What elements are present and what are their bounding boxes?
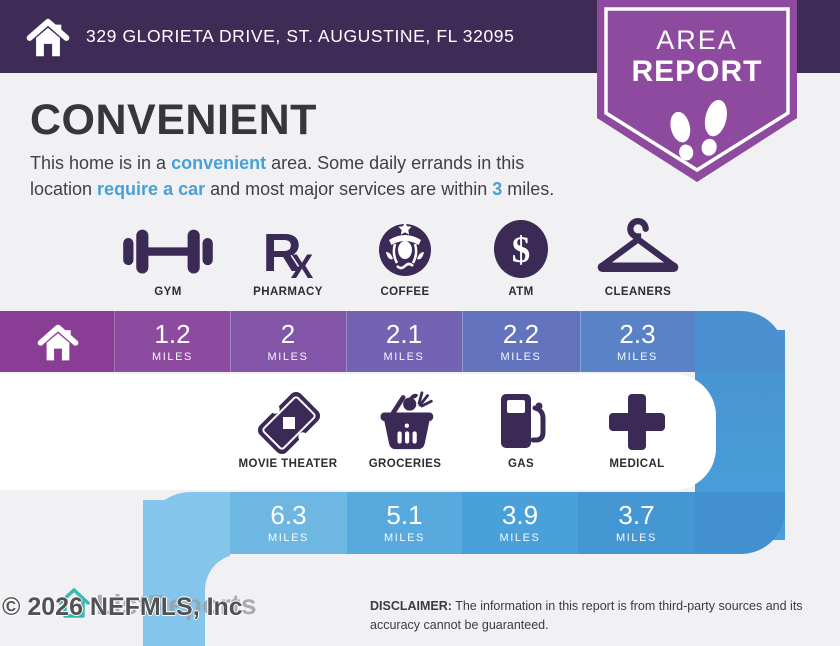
distance-segment-pharmacy: 2 MILES: [230, 311, 346, 372]
footprints-icon: [670, 99, 727, 161]
disclaimer: DISCLAIMER: The information in this repo…: [370, 597, 820, 635]
grocery-basket-icon: [380, 391, 434, 450]
amenity-cleaners: CLEANERS: [573, 214, 703, 298]
hanger-icon: [597, 218, 679, 273]
amenity-label: GYM: [154, 286, 182, 298]
amenity-label: COFFEE: [380, 286, 430, 298]
amenity-gas: GAS: [456, 390, 586, 470]
copyright-text: © 2026 NEFMLS, Inc: [2, 593, 243, 621]
disclaimer-label: DISCLAIMER:: [370, 599, 452, 613]
watermark: ListReports © 2026 NEFMLS, Inc: [2, 583, 342, 635]
amenity-gym: GYM: [103, 214, 233, 298]
amenity-atm: $ ATM: [456, 214, 586, 298]
medical-cross-icon: [606, 392, 668, 452]
home-icon: [37, 324, 78, 360]
distance-bar-2: 6.3 MILES 5.1 MILES 3.9 MILES 3.7 MILES: [143, 492, 785, 554]
disclaimer-text: The information in this report is from t…: [370, 599, 803, 632]
coffee-siren-icon: [379, 222, 431, 276]
amenity-label: GAS: [507, 458, 535, 470]
badge-line2: REPORT: [631, 55, 762, 88]
listreports-logo-icon: [58, 588, 90, 618]
badge-line1: AREA: [656, 25, 738, 55]
amenity-label: MOVIE THEATER: [238, 458, 338, 470]
amenity-label: ATM: [508, 286, 534, 298]
description: This home is in a convenient area. Some …: [30, 150, 554, 202]
home-icon: [26, 18, 70, 56]
amenity-groceries: GROCERIES: [340, 390, 470, 470]
amenity-coffee: COFFEE: [340, 214, 470, 298]
description-line2: location require a car and most major se…: [30, 179, 555, 199]
gas-pump-icon: [501, 394, 546, 448]
distance-segment-gas: 3.9 MILES: [462, 492, 578, 554]
listreports-brand-text: ListReports: [96, 589, 258, 620]
distance-segment-medical: 3.7 MILES: [578, 492, 695, 554]
description-line1: This home is in a convenient area. Some …: [30, 153, 525, 173]
property-address: 329 GLORIETA DRIVE, ST. AUGUSTINE, FL 32…: [86, 26, 515, 46]
amenity-medical: MEDICAL: [572, 390, 702, 470]
amenity-label: PHARMACY: [253, 286, 323, 298]
distance-segment-groceries: 5.1 MILES: [347, 492, 462, 554]
distance-segment-cleaners: 2.3 MILES: [580, 311, 695, 372]
amenities-panel-row2: [0, 374, 716, 490]
distance-segment-gym: 1.2 MILES: [115, 311, 230, 372]
distance-segment-coffee: 2.1 MILES: [346, 311, 462, 372]
amenity-movie-theater: MOVIE THEATER: [223, 389, 353, 470]
distance-segment-movie-theater: 6.3 MILES: [230, 492, 347, 554]
dollar-circle-icon: $: [494, 220, 548, 278]
area-report-badge: AREA REPORT: [597, 0, 797, 182]
bottom-cover-panel: [205, 554, 840, 646]
svg-text:$: $: [512, 230, 531, 271]
page-title: CONVENIENT: [30, 96, 317, 144]
amenity-label: MEDICAL: [609, 458, 665, 470]
distance-segment-atm: 2.2 MILES: [462, 311, 580, 372]
amenity-label: GROCERIES: [368, 458, 442, 470]
home-segment: [0, 311, 115, 372]
ticket-icon: [252, 389, 324, 457]
amenity-label: CLEANERS: [604, 286, 672, 298]
bar2-right-cap: [695, 492, 785, 554]
bar1-end-cap: [695, 311, 785, 372]
distance-bar-1: 1.2 MILES 2 MILES 2.1 MILES 2.2 MILES 2.3 MIL…: [0, 311, 785, 372]
dumbbell-icon: [123, 229, 213, 274]
